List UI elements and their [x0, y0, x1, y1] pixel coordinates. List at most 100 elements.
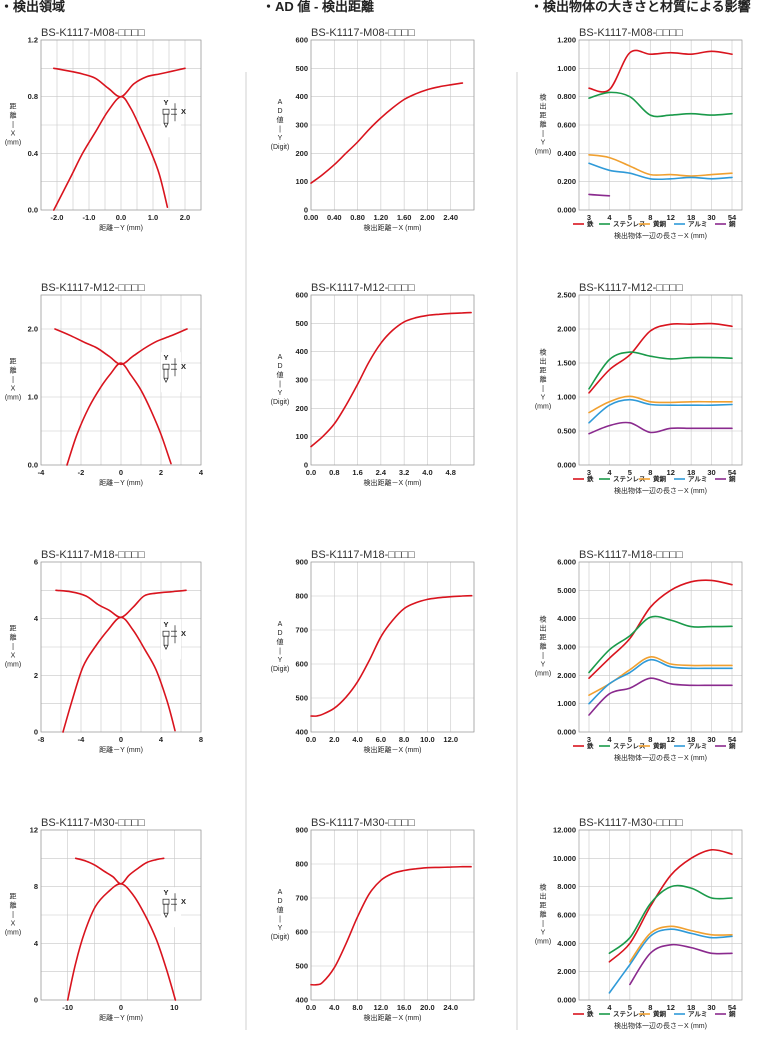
x-tick-label: 18 [687, 1003, 695, 1012]
y-tick-label: 0.000 [557, 461, 576, 470]
x-tick-label: 0.0 [306, 1003, 316, 1012]
y-axis-label-part: (Digit) [271, 666, 290, 673]
x-tick-label: 30 [707, 1003, 715, 1012]
y-axis-label-part: | [12, 122, 14, 129]
y-axis-label-part: D [277, 898, 282, 905]
legend: 鉄 ステンレス 黄銅 アルミ 銅 [573, 219, 736, 228]
y-axis-label: 距離 | X (mm) [5, 625, 21, 669]
y-axis-label-part: | [542, 131, 544, 138]
y-axis-label: 検出距離 | Y (mm) [535, 615, 551, 678]
y-tick-label: 200 [295, 404, 308, 413]
y-tick-label: 0.8 [28, 92, 38, 101]
series-line [310, 594, 473, 717]
x-tick-label: 0.0 [306, 468, 316, 477]
icon-label-x: X [181, 362, 186, 371]
series-line [588, 421, 733, 435]
y-tick-label: 700 [295, 894, 308, 903]
x-tick-label: -1.0 [83, 213, 96, 222]
y-axis-label-part: 離 [10, 111, 17, 120]
y-tick-label: 0.500 [557, 427, 576, 436]
legend-label: 黄銅 [653, 474, 667, 483]
x-tick-label: 30 [707, 468, 715, 477]
y-axis-label-part: 距 [540, 634, 547, 642]
y-tick-label: 4.000 [557, 614, 576, 623]
x-tick-label: 10.0 [420, 735, 435, 744]
x-tick-label: 4.0 [422, 468, 432, 477]
x-tick-label: -10 [62, 1003, 73, 1012]
plot-frame [578, 294, 743, 466]
x-tick-label: 12.0 [374, 1003, 389, 1012]
legend-label: ステンレス [613, 1010, 646, 1018]
plot-frame [310, 39, 475, 211]
x-tick-label: 3 [587, 735, 591, 744]
x-tick-label: 3.2 [399, 468, 409, 477]
y-axis-label-part: X [11, 386, 16, 393]
y-tick-label: 0.000 [557, 996, 576, 1005]
plot-frame [40, 39, 202, 211]
x-tick-label: 0 [119, 1003, 123, 1012]
chart-area-row1: BS-K1117-M08-□□□□ 0.0 0.4 0.8 1.2 -2.0 -1.0 0.0… [5, 27, 202, 232]
series-line [588, 49, 733, 93]
y-tick-label: 3.000 [557, 643, 576, 652]
series-line [588, 154, 733, 177]
y-axis-label-part: Y [278, 657, 283, 664]
y-tick-label: 1.000 [557, 64, 576, 73]
y-tick-label: 2.000 [557, 325, 576, 334]
y-tick-label: 0.000 [557, 206, 576, 215]
y-tick-label: 300 [295, 121, 308, 130]
icon-label-y: Y [163, 888, 168, 897]
chart-title: BS-K1117-M30-□□□□ [311, 817, 415, 829]
y-axis-label-part: 離 [10, 901, 17, 910]
icon-part [163, 635, 169, 646]
y-axis-label-part: X [11, 653, 16, 660]
y-axis-label-part: 離 [540, 642, 547, 651]
series-line [588, 579, 733, 679]
y-tick-label: 500 [295, 64, 308, 73]
x-tick-label: 12 [667, 735, 675, 744]
chart-title: BS-K1117-M12-□□□□ [41, 282, 145, 294]
y-axis-label-part: Y [278, 135, 283, 142]
y-tick-label: 0.800 [557, 92, 576, 101]
y-axis-label-part: 距 [10, 625, 17, 633]
legend-label: アルミ [688, 220, 707, 228]
y-axis-label-part: D [277, 108, 282, 115]
charts-layer: BS-K1117-M08-□□□□ 0.0 0.4 0.8 1.2 -2.0 -1.0 0.0… [5, 27, 743, 1030]
x-tick-label: 3 [587, 213, 591, 222]
x-tick-label: 54 [728, 468, 737, 477]
y-tick-label: 1.500 [557, 359, 576, 368]
y-axis-label-part: 検 [540, 883, 547, 892]
x-tick-label: 0 [119, 735, 123, 744]
y-tick-label: 300 [295, 376, 308, 385]
chart-title: BS-K1117-M18-□□□□ [311, 549, 415, 561]
x-tick-label: 18 [687, 468, 695, 477]
y-axis-label-part: X [11, 921, 16, 928]
series-line [310, 82, 464, 184]
icon-label-y: Y [163, 98, 168, 107]
x-tick-label: 54 [728, 1003, 737, 1012]
plot-frame [40, 829, 202, 1001]
series-line [588, 162, 733, 181]
y-axis-label-part: A [278, 99, 283, 106]
legend-label: ステンレス [613, 220, 646, 228]
x-axis-label: 検出物体一辺の長さ－X (mm) [614, 753, 707, 762]
series-line [588, 677, 733, 716]
x-tick-label: 12.0 [443, 735, 458, 744]
chart-area-row3: BS-K1117-M18-□□□□ 0 2 4 6 -8 -4 0 4 8 距離－Y (mm) 距離 |… [5, 549, 203, 754]
series-line [74, 857, 165, 885]
x-axis-label: 距離－Y (mm) [99, 223, 143, 232]
y-axis-label: 検出距離 | Y (mm) [535, 348, 551, 411]
icon-part [163, 903, 169, 914]
y-tick-label: 0.000 [557, 728, 576, 737]
y-axis-label-part: 出 [540, 102, 547, 111]
x-tick-label: 8.0 [399, 735, 409, 744]
y-axis-label-part: 値 [277, 370, 284, 379]
y-axis-label-part: 距 [10, 103, 17, 111]
y-axis-label-part: (Digit) [271, 934, 290, 941]
y-tick-label: 8 [34, 882, 38, 891]
legend-label: 銅 [729, 1009, 736, 1018]
y-tick-label: 800 [295, 592, 308, 601]
y-tick-label: 6.000 [557, 911, 576, 920]
x-tick-label: 8 [648, 213, 652, 222]
x-tick-label: 2.40 [443, 213, 458, 222]
y-axis-label-part: 離 [540, 120, 547, 129]
